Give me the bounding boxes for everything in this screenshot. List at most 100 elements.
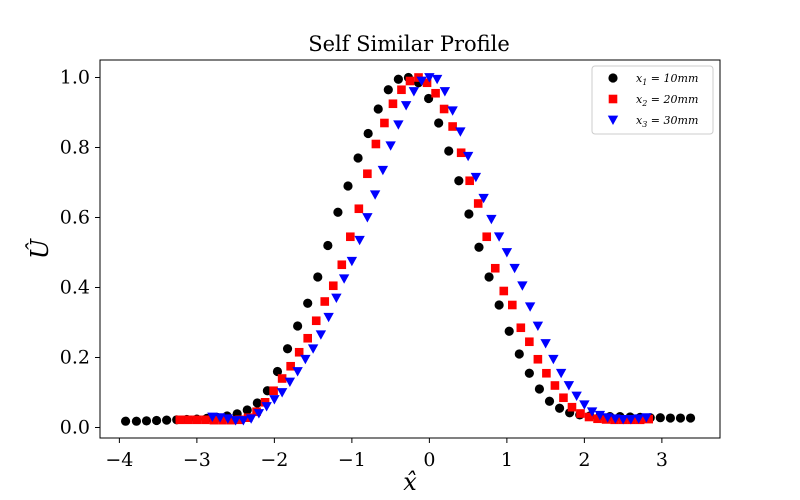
data-point: [524, 368, 534, 378]
y-tick-label: 0.4: [60, 277, 90, 299]
data-point: [594, 410, 606, 421]
data-point: [373, 104, 383, 114]
data-point: [313, 272, 323, 282]
data-point: [439, 87, 451, 97]
data-point: [494, 300, 504, 310]
data-point: [363, 169, 372, 179]
data-point: [470, 172, 482, 183]
data-point: [184, 415, 193, 425]
data-point: [222, 414, 234, 424]
data-point: [284, 377, 296, 387]
data-point: [576, 409, 585, 418]
data-point: [282, 344, 293, 354]
data-point: [448, 122, 457, 131]
data-point: [235, 415, 244, 425]
series-3: [207, 73, 652, 426]
data-point: [482, 232, 492, 242]
axes-frame: [99, 59, 721, 439]
data-point: [540, 339, 551, 349]
data-point: [207, 412, 218, 422]
data-point: [371, 139, 381, 149]
data-point: [354, 235, 365, 246]
data-point: [493, 232, 505, 242]
data-point: [610, 414, 621, 424]
data-point: [276, 388, 288, 398]
data-point: [230, 416, 241, 426]
data-point: [331, 293, 342, 303]
data-point: [617, 415, 629, 425]
data-point: [559, 393, 568, 403]
data-point: [201, 415, 210, 425]
data-point: [456, 148, 466, 158]
data-point: [454, 176, 464, 186]
data-point: [245, 414, 257, 424]
data-point: [544, 396, 555, 406]
data-point: [439, 104, 449, 114]
y-tick-label: 0.2: [60, 347, 90, 369]
data-point: [400, 101, 412, 111]
data-point: [508, 300, 517, 310]
data-point: [444, 146, 454, 156]
data-point: [514, 349, 524, 359]
data-point: [226, 415, 236, 425]
data-point: [338, 274, 350, 284]
data-point: [346, 256, 358, 267]
data-point: [218, 415, 227, 425]
data-point: [343, 181, 353, 191]
data-point: [554, 403, 565, 413]
x-tick-label: 0: [423, 449, 435, 471]
data-point: [579, 400, 590, 410]
x-tick-label: −4: [105, 449, 133, 471]
data-point: [369, 190, 381, 200]
axis-ticks: −4 −3 −2 −1 0 1 2 3 0.0 0.2 0.4 0.6 0.8 1.0: [60, 67, 668, 472]
data-point: [548, 354, 559, 365]
data-point: [380, 118, 389, 128]
chart-title: Self Similar Profile: [308, 32, 510, 56]
data-point: [534, 384, 545, 394]
data-point: [424, 73, 435, 83]
data-point: [675, 413, 686, 423]
data-point: [685, 413, 696, 423]
x-tick-label: 2: [578, 449, 590, 471]
data-point: [362, 213, 373, 223]
data-point: [303, 298, 313, 308]
series-2: [175, 73, 653, 425]
legend-label: x2 = 20mm: [636, 93, 698, 108]
data-point: [532, 321, 544, 331]
data-point: [385, 141, 396, 151]
data-point: [571, 391, 582, 401]
data-point: [408, 87, 420, 97]
data-point: [593, 414, 602, 424]
x-tick-label: 1: [501, 449, 513, 471]
data-point: [261, 402, 272, 412]
data-point: [393, 74, 403, 84]
data-point: [242, 405, 252, 415]
data-point: [294, 347, 304, 357]
data-point: [397, 85, 406, 95]
x-tick-label: −1: [338, 449, 366, 471]
data-point: [555, 368, 567, 379]
data-point: [525, 337, 534, 347]
data-point: [478, 193, 489, 204]
data-point: [120, 416, 131, 426]
data-point: [447, 106, 458, 116]
data-point: [509, 263, 520, 274]
data-point: [311, 316, 321, 326]
data-point: [644, 414, 653, 424]
data-point: [162, 415, 172, 425]
legend-items: x1 = 10mm x2 = 20mm x3 = 30mm: [607, 72, 698, 129]
data-point: [252, 398, 262, 408]
data-point: [584, 412, 594, 422]
data-point: [431, 88, 440, 98]
data-point: [517, 281, 528, 291]
x-tick-label: −3: [183, 449, 211, 471]
data-point: [416, 76, 427, 86]
data-point: [393, 120, 404, 130]
data-point: [504, 326, 514, 336]
data-point: [307, 344, 319, 354]
data-point: [269, 386, 278, 396]
data-point: [286, 361, 295, 371]
y-tick-label: 0.0: [60, 417, 90, 439]
data-point: [499, 286, 509, 296]
data-point: [641, 413, 652, 423]
